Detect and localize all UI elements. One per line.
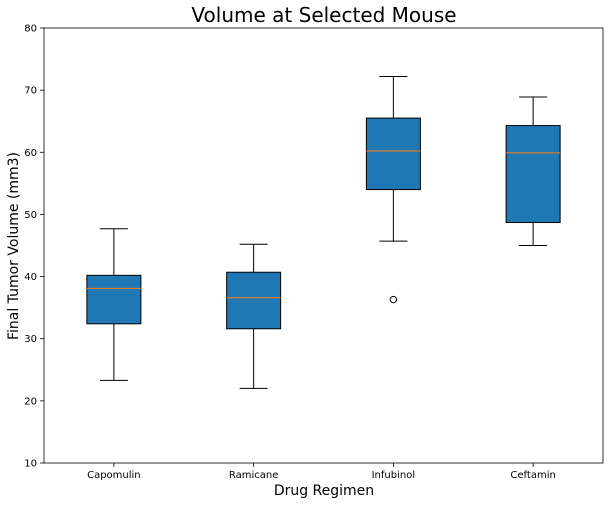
box-capomulin [86,274,142,325]
plot-frame [43,27,604,464]
y-tick-label: 70 [24,86,37,97]
y-tick-label: 30 [24,334,37,345]
box-ceftamin [505,125,561,224]
x-tick-label: Infubinol [372,470,416,481]
x-tick-label: Capomulin [87,470,141,481]
y-tick-label: 50 [24,210,37,221]
y-tick-label: 40 [24,272,37,283]
box-ramicane [226,271,282,330]
outlier-point [389,295,398,304]
x-tick-label: Ramicane [229,470,279,481]
y-axis-label: Final Tumor Volume (mm3) [6,152,22,340]
x-tick-label: Ceftamin [510,470,555,481]
x-axis-label: Drug Regimen [274,483,374,499]
y-tick-label: 80 [24,24,37,35]
y-tick-label: 60 [24,148,37,159]
chart-title: Volume at Selected Mouse [191,3,456,27]
plot-area: 10 20 30 40 50 60 70 80 Capomulin Ramicane Infubin… [24,24,604,481]
y-tick-label: 10 [24,459,37,470]
y-tick-label: 20 [24,396,37,407]
box-infubinol [365,117,421,191]
